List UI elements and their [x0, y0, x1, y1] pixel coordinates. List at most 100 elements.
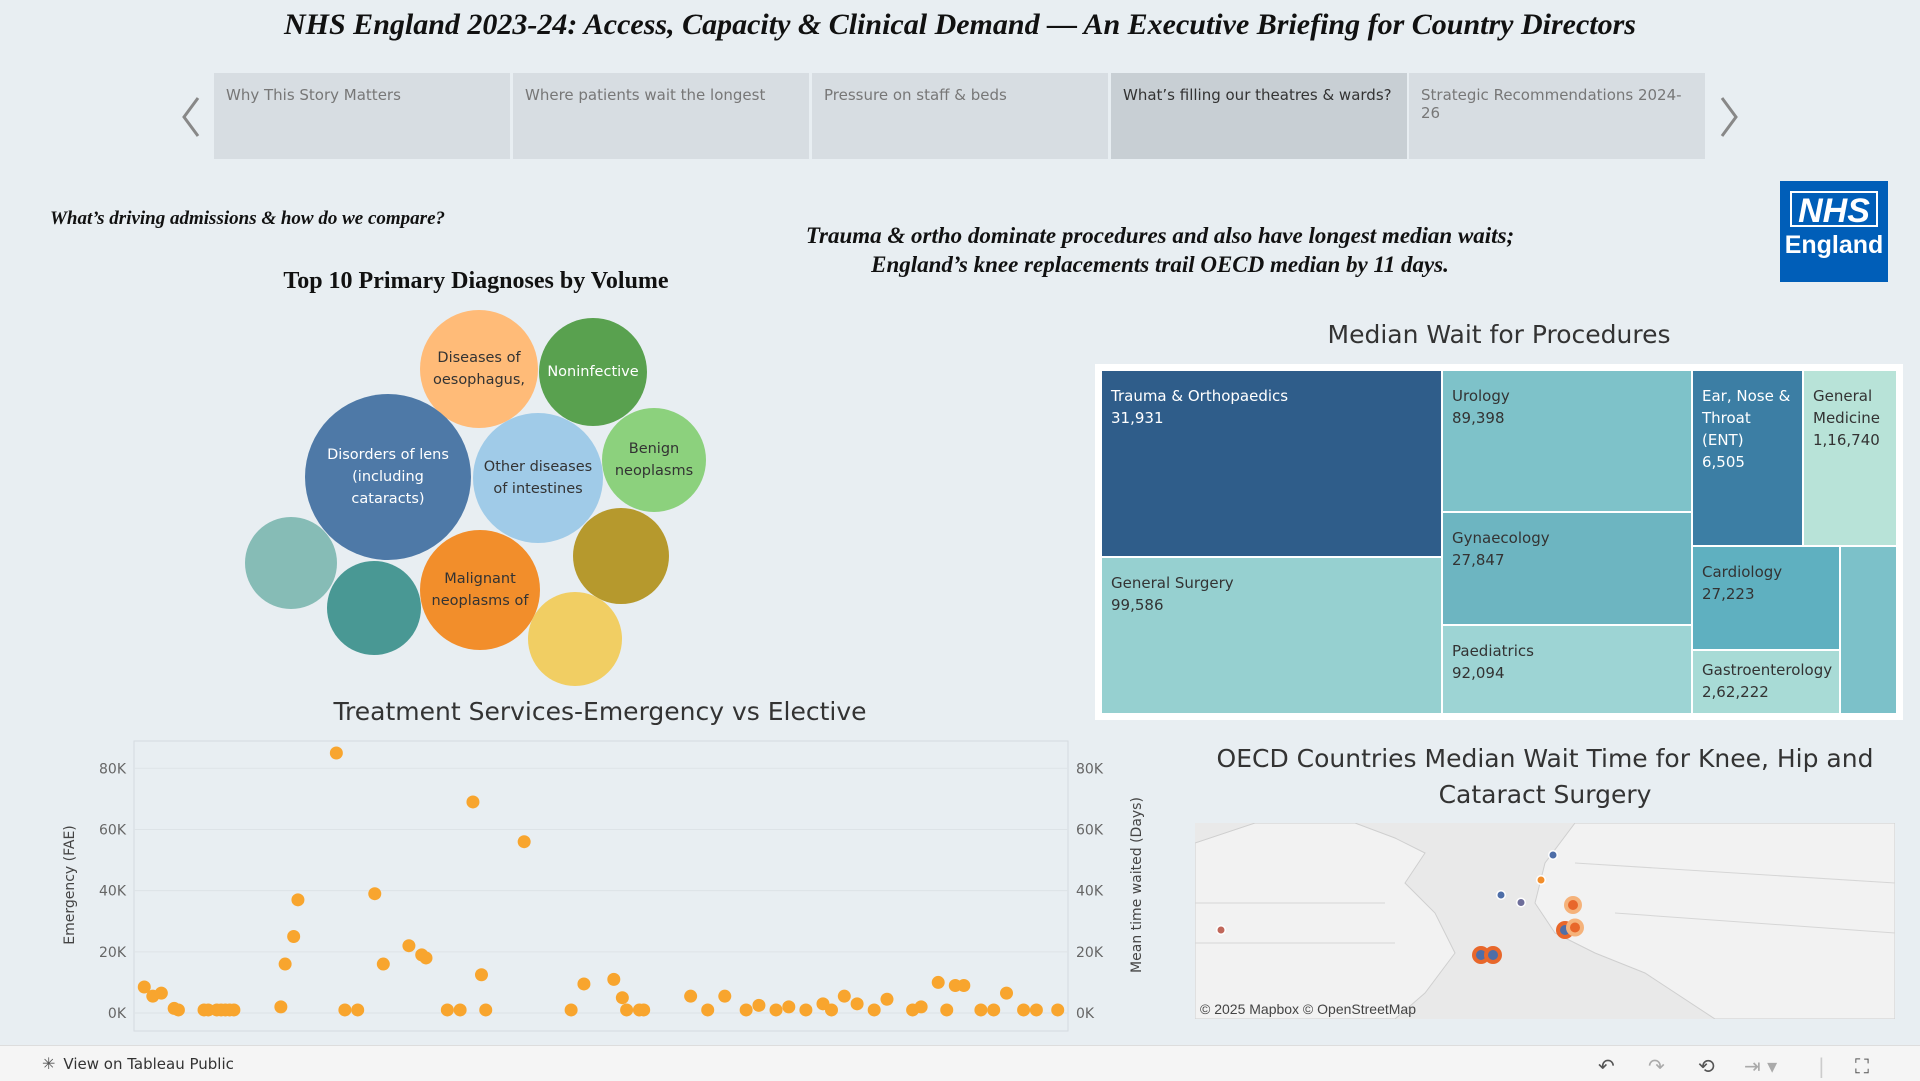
map-marker[interactable]: [1488, 950, 1498, 960]
undo-icon[interactable]: ↶: [1598, 1054, 1615, 1078]
scatter-point[interactable]: [940, 1003, 954, 1017]
scatter-point[interactable]: [782, 1000, 796, 1014]
scatter-point[interactable]: [278, 957, 292, 971]
scatter-point[interactable]: [137, 980, 151, 994]
scatter-point[interactable]: [974, 1003, 988, 1017]
bubble-diagnosis-8[interactable]: [327, 561, 421, 655]
bubble-disorders-of-lens[interactable]: Disorders of lens (including cataracts): [305, 394, 471, 560]
scatter-point[interactable]: [376, 957, 390, 971]
scatter-point[interactable]: [914, 1000, 928, 1014]
treemap-cell-trauma-orthopaedics[interactable]: Trauma & Orthopaedics 31,931: [1101, 370, 1442, 557]
bubble-diagnosis-7[interactable]: [245, 517, 337, 609]
treemap-cell-ent[interactable]: Ear, Nose & Throat (ENT) 6,505: [1692, 370, 1803, 546]
pause-icon[interactable]: ⇥ ▾: [1744, 1054, 1778, 1078]
map-marker[interactable]: [1549, 851, 1557, 859]
scatter-point[interactable]: [1017, 1003, 1031, 1017]
scatter-point[interactable]: [474, 968, 488, 982]
treemap-cell-gastroenterology[interactable]: Gastroenterology 2,62,222: [1692, 650, 1840, 714]
scatter-point[interactable]: [453, 1003, 467, 1017]
tab-strategic-recommendations[interactable]: Strategic Recommendations 2024-26: [1409, 73, 1705, 159]
bubble-malignant-neoplasms[interactable]: Malignant neoplasms of: [420, 530, 540, 650]
next-story-chevron-right-icon[interactable]: [1708, 92, 1748, 142]
headline-insight: Trauma & ortho dominate procedures and a…: [720, 221, 1600, 279]
scatter-point[interactable]: [701, 1003, 715, 1017]
scatter-point[interactable]: [291, 893, 305, 907]
scatter-point[interactable]: [227, 1003, 241, 1017]
map-marker[interactable]: [1537, 876, 1545, 884]
scatter-point[interactable]: [419, 951, 433, 965]
treemap-cell-gynaecology[interactable]: Gynaecology 27,847: [1442, 512, 1692, 625]
treemap-cell-other[interactable]: [1840, 546, 1897, 714]
scatter-point[interactable]: [718, 989, 732, 1003]
scatter-point[interactable]: [351, 1003, 365, 1017]
scatter-point[interactable]: [799, 1003, 813, 1017]
scatter-point[interactable]: [466, 795, 480, 809]
scatter-point[interactable]: [368, 887, 382, 901]
fullscreen-icon[interactable]: ⛶: [1855, 1054, 1869, 1078]
scatter-point[interactable]: [1051, 1003, 1065, 1017]
scatter-point[interactable]: [1000, 986, 1014, 1000]
map-marker[interactable]: [1517, 899, 1525, 906]
scatter-point[interactable]: [1029, 1003, 1043, 1017]
scatter-point[interactable]: [637, 1003, 651, 1017]
tab-where-patients-wait[interactable]: Where patients wait the longest: [513, 73, 809, 159]
scatter-point[interactable]: [837, 989, 851, 1003]
bubble-diagnosis-6[interactable]: [573, 508, 669, 604]
map-marker[interactable]: [1217, 926, 1225, 934]
scatter-point[interactable]: [987, 1003, 1001, 1017]
scatter-point[interactable]: [287, 930, 301, 944]
bubble-diseases-of-oesophagus[interactable]: Diseases of oesophagus,: [420, 310, 538, 428]
logo-nhs-text: NHS: [1790, 191, 1878, 229]
scatter-point[interactable]: [440, 1003, 454, 1017]
map-marker[interactable]: [1497, 891, 1505, 899]
scatter-point[interactable]: [577, 977, 591, 991]
tab-pressure-on-staff[interactable]: Pressure on staff & beds: [812, 73, 1108, 159]
map-marker[interactable]: [1476, 950, 1486, 960]
scatter-point[interactable]: [329, 746, 343, 760]
scatter-point[interactable]: [957, 978, 971, 992]
redo-icon[interactable]: ↷: [1648, 1054, 1665, 1078]
oecd-map[interactable]: © 2025 Mapbox © OpenStreetMap: [1195, 823, 1895, 1019]
scatter-point[interactable]: [769, 1003, 783, 1017]
bubble-diagnosis-10[interactable]: [528, 592, 622, 686]
scatter-point[interactable]: [931, 975, 945, 989]
scatter-point[interactable]: [274, 1000, 288, 1014]
scatter-point[interactable]: [615, 991, 629, 1005]
scatter-point[interactable]: [402, 939, 416, 953]
scatter-point[interactable]: [479, 1003, 493, 1017]
tableau-logo-icon: ✳: [42, 1054, 56, 1073]
scatter-point[interactable]: [517, 835, 531, 849]
cell-value: 92,094: [1452, 664, 1505, 682]
tab-why-this-story-matters[interactable]: Why This Story Matters: [214, 73, 510, 159]
map-marker[interactable]: [1568, 900, 1578, 910]
tab-label: Strategic Recommendations 2024-26: [1421, 86, 1682, 122]
scatter-point[interactable]: [850, 997, 864, 1011]
prev-story-chevron-left-icon[interactable]: [172, 92, 212, 142]
scatter-point[interactable]: [620, 1003, 634, 1017]
bubble-benign-neoplasms[interactable]: Benign neoplasms: [602, 408, 706, 512]
treemap-cell-paediatrics[interactable]: Paediatrics 92,094: [1442, 625, 1692, 714]
treemap-cell-cardiology[interactable]: Cardiology 27,223: [1692, 546, 1840, 650]
scatter-point[interactable]: [338, 1003, 352, 1017]
bubble-other-diseases-of-intestines[interactable]: Other diseases of intestines: [473, 413, 603, 543]
cell-name: Ear, Nose & Throat (ENT): [1702, 387, 1791, 449]
scatter-point[interactable]: [880, 992, 894, 1006]
treemap-cell-urology[interactable]: Urology 89,398: [1442, 370, 1692, 512]
scatter-point[interactable]: [752, 998, 766, 1012]
bubble-noninfective[interactable]: Noninfective: [539, 318, 647, 426]
treemap-cell-general-medicine[interactable]: General Medicine 1,16,740: [1803, 370, 1897, 546]
scatter-point[interactable]: [171, 1003, 185, 1017]
tab-whats-filling-theatres[interactable]: What’s filling our theatres & wards?: [1111, 73, 1407, 159]
scatter-point[interactable]: [607, 972, 621, 986]
scatter-point[interactable]: [739, 1003, 753, 1017]
scatter-point[interactable]: [154, 986, 168, 1000]
scatter-point[interactable]: [825, 1003, 838, 1017]
scatter-point[interactable]: [867, 1003, 881, 1017]
view-on-tableau-link[interactable]: ✳ View on Tableau Public: [42, 1054, 234, 1073]
map-marker[interactable]: [1570, 922, 1580, 933]
treemap-cell-general-surgery[interactable]: General Surgery 99,586: [1101, 557, 1442, 714]
revert-icon[interactable]: ⟲: [1698, 1054, 1715, 1078]
scatter-point[interactable]: [564, 1003, 578, 1017]
scatter-point[interactable]: [684, 989, 698, 1003]
bubble-chart-title: Top 10 Primary Diagnoses by Volume: [283, 268, 669, 294]
